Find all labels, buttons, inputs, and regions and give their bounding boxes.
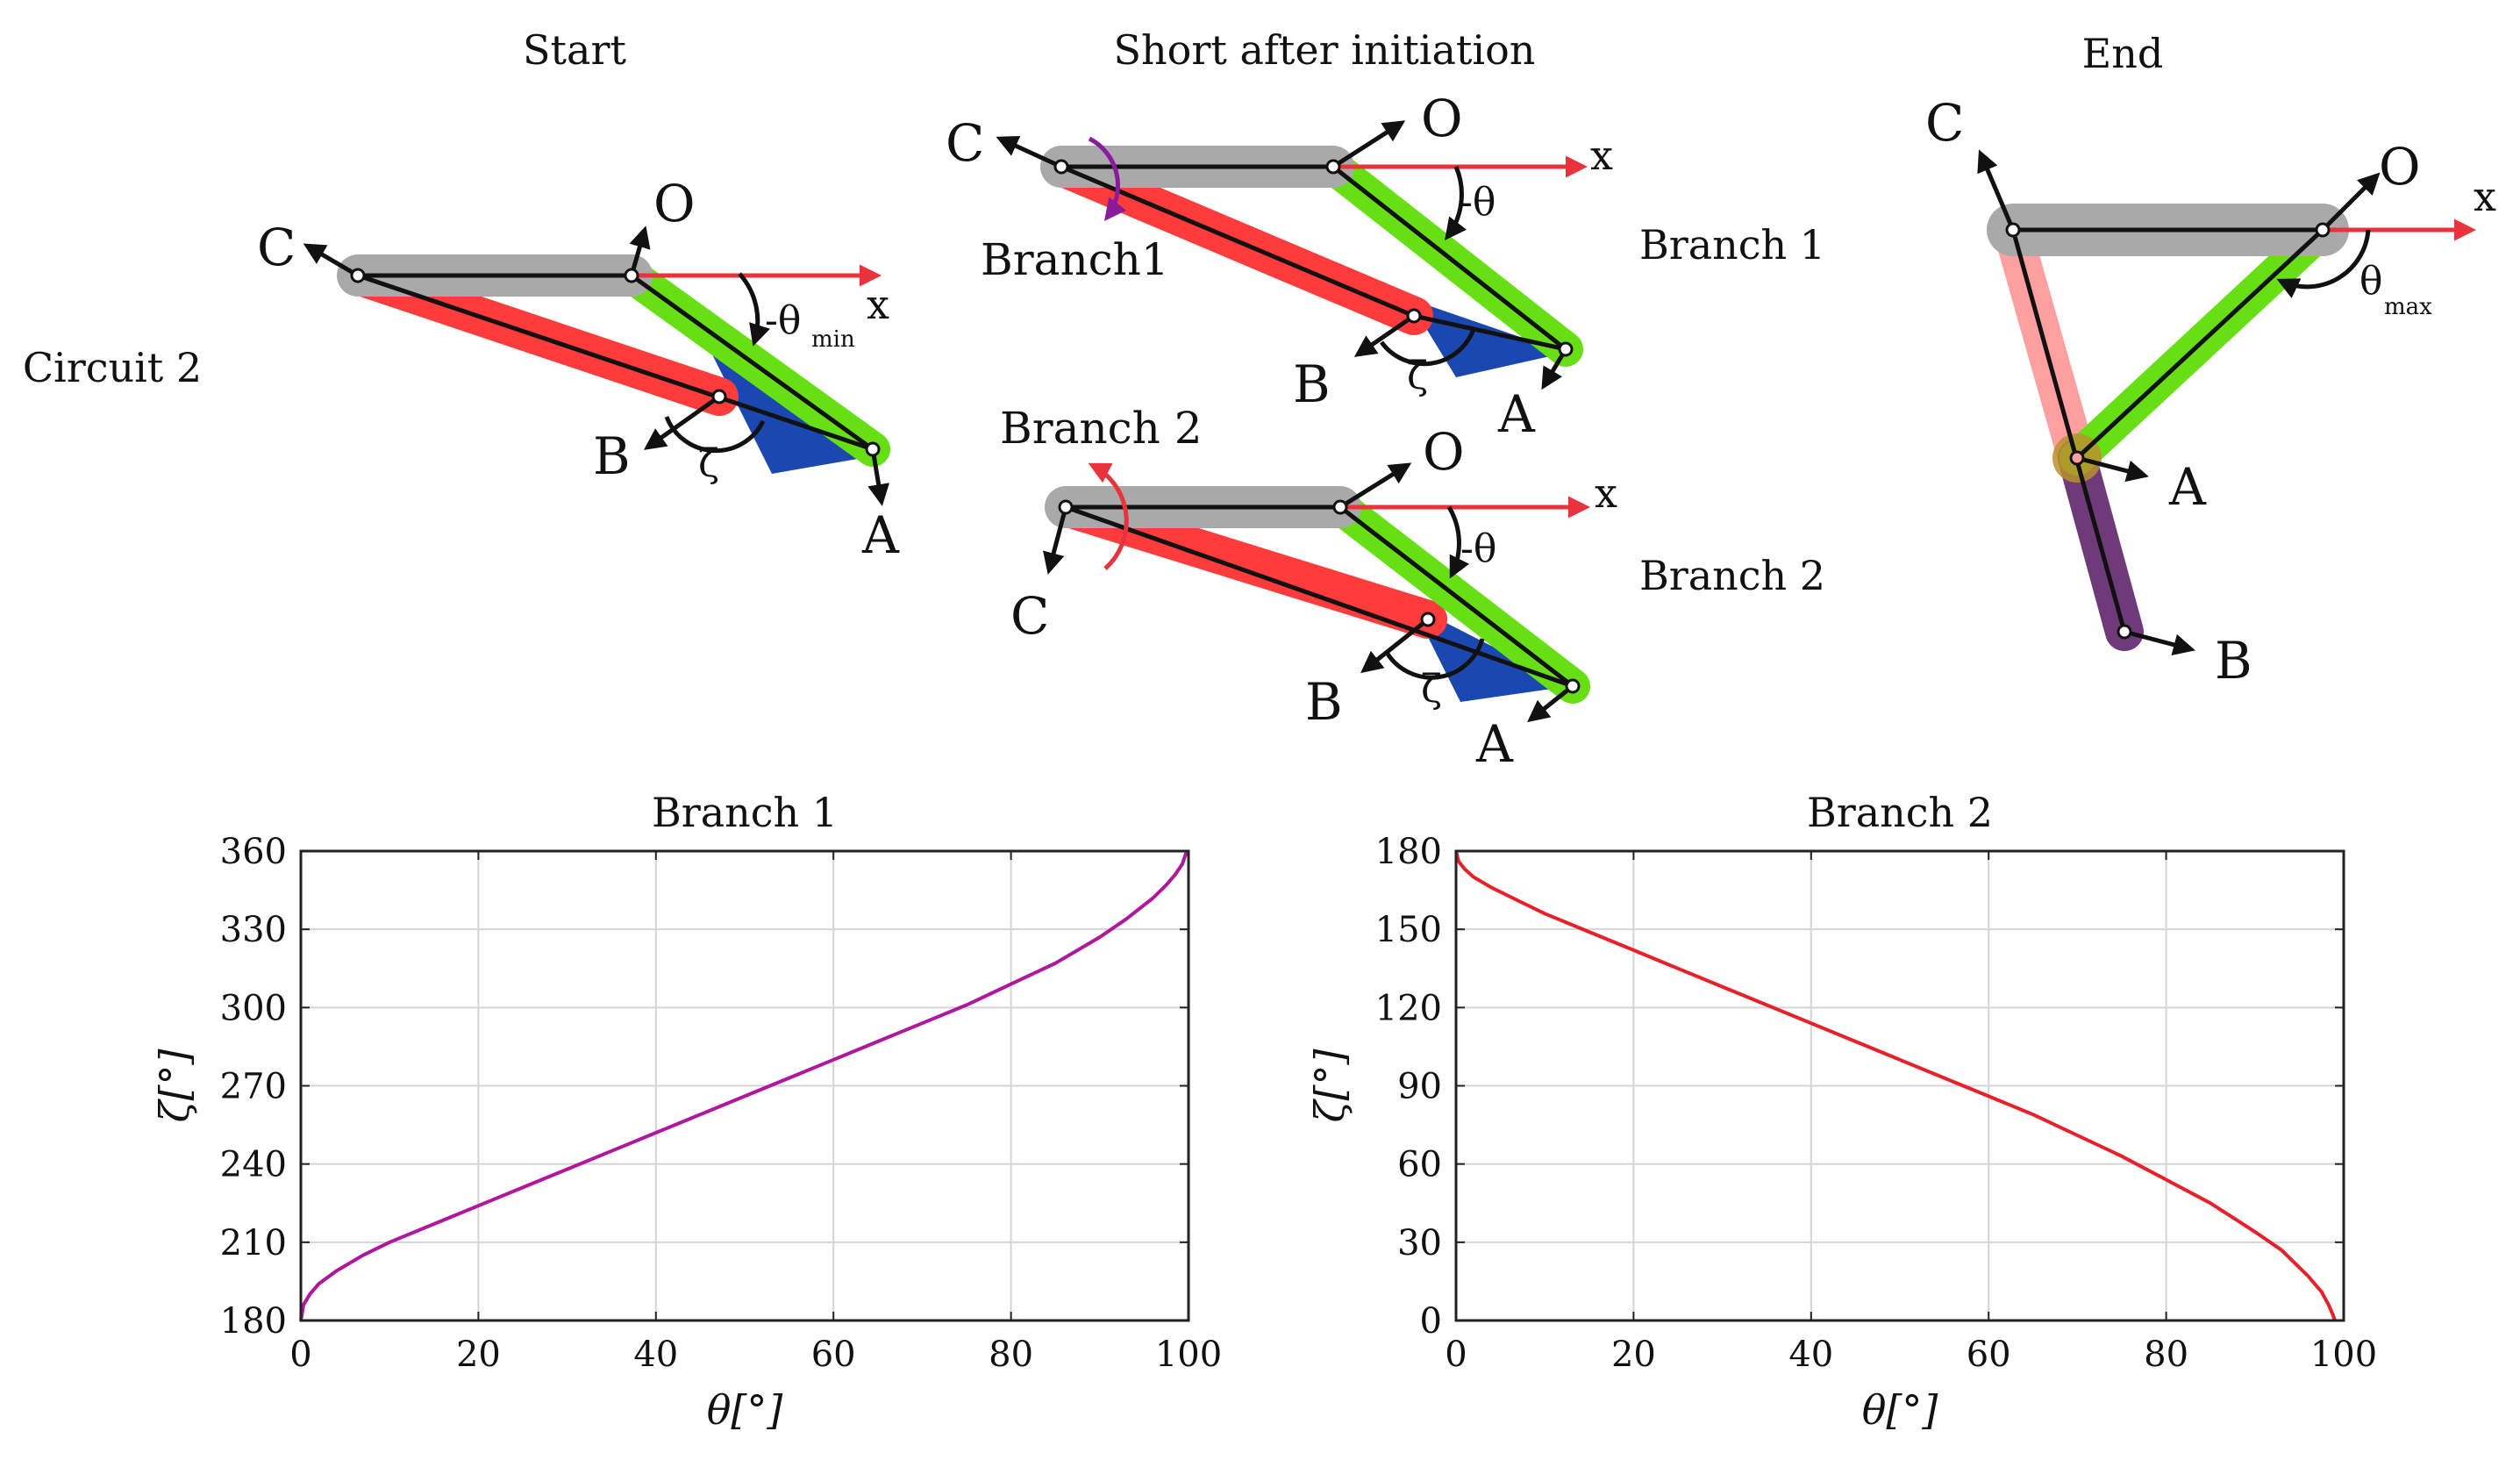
x-tick-label: 40 (633, 1335, 678, 1375)
x-tick-label: 60 (1967, 1335, 2011, 1375)
y-tick-label: 270 (220, 1067, 287, 1107)
arrow-o (629, 225, 651, 276)
x-tick-label: 0 (289, 1335, 311, 1375)
point-a-label: A (1475, 714, 1514, 774)
x-axis-label: x (1590, 132, 1613, 179)
y-tick-label: 90 (1397, 1067, 1442, 1107)
mechanism-end: C O A B x θ max (1925, 93, 2496, 691)
x-tick-label: 60 (811, 1335, 856, 1375)
y-tick-label: 360 (220, 832, 287, 872)
y-tick-label: 30 (1397, 1223, 1442, 1263)
point-o-label: O (653, 174, 696, 233)
chart-branch-1: 0 20 40 60 80 100 180 210 240 270 300 330 360 Branch … (151, 789, 1222, 1434)
arrow-c (303, 243, 360, 278)
x-tick-label: 20 (456, 1335, 501, 1375)
x-axis-label: x (867, 281, 889, 328)
zeta-label: ζ (698, 441, 719, 486)
mechanism-branch1: C O B A x Branch1 -θ ζ (946, 89, 1613, 444)
y-tick-label: 180 (1375, 832, 1442, 872)
y-tick-label: 210 (220, 1223, 287, 1263)
point-b-label: B (2215, 631, 2252, 691)
theta-arc (738, 272, 770, 347)
neg-theta-label: -θ (1460, 526, 1496, 571)
x-tick-label: 20 (1611, 1335, 1656, 1375)
zeta-label: ζ (1421, 667, 1442, 712)
theta-label: θ (2359, 259, 2383, 304)
x-tick-label: 100 (2310, 1335, 2377, 1375)
x-tick-label: 80 (989, 1335, 1033, 1375)
y-tick-label: 120 (1375, 988, 1442, 1028)
x-axis-label: x (2474, 173, 2496, 220)
theta-max-subscript: max (2384, 294, 2432, 320)
zeta-arc (664, 416, 766, 454)
arrow-a (867, 448, 890, 506)
zeta-label: ζ (1407, 354, 1428, 398)
label-circuit-2: Circuit 2 (23, 344, 202, 391)
point-o-label: O (1421, 89, 1463, 148)
point-c-label: C (1925, 93, 1964, 153)
chart-branch-2: 0 20 40 60 80 100 0 30 60 90 120 150 180 Branch 2 θ[°]… (1306, 789, 2377, 1434)
title-start: Start (523, 26, 626, 74)
point-o-label: O (1423, 422, 1465, 482)
y-axis-label: ζ[°] (151, 1049, 198, 1123)
chart-title: Branch 1 (652, 789, 838, 836)
chart-title: Branch 2 (1807, 789, 1993, 836)
y-tick-label: 180 (220, 1301, 287, 1342)
point-b-label: B (1293, 354, 1331, 414)
point-c-label: C (257, 218, 296, 277)
branch1-rotation-arrow (1088, 136, 1127, 221)
x-tick-label: 100 (1155, 1335, 1222, 1375)
label-branch-1: Branch 1 (1639, 221, 1825, 268)
branch1-annotation: Branch1 (981, 234, 1169, 285)
x-tick-label: 40 (1788, 1335, 1833, 1375)
series-line (1454, 850, 2337, 1321)
point-a-label: A (1497, 384, 1536, 444)
series-line (299, 849, 1190, 1321)
arrow-b (643, 394, 721, 450)
x-axis-label: θ[°] (707, 1386, 783, 1434)
x-tick-label: 80 (2144, 1335, 2188, 1375)
y-tick-label: 240 (220, 1145, 287, 1185)
neg-theta-label: -θ (1460, 180, 1496, 225)
y-tick-label: 300 (220, 988, 287, 1028)
y-tick-label: 0 (1420, 1301, 1442, 1342)
title-end: End (2082, 30, 2164, 77)
branch2-annotation: Branch 2 (1000, 403, 1203, 454)
branch2-rotation-arrow (1088, 462, 1129, 570)
point-a-label: A (2168, 457, 2207, 517)
axes-box (1454, 849, 2345, 1322)
y-tick-label: 150 (1375, 910, 1442, 950)
y-tick-label: 60 (1397, 1145, 1442, 1185)
point-b-label: B (593, 426, 631, 486)
point-a-label: A (861, 505, 900, 565)
label-branch-2: Branch 2 (1639, 552, 1825, 599)
point-c-label: C (1010, 586, 1049, 646)
point-c-label: C (946, 113, 984, 173)
theta-min-subscript: min (811, 326, 855, 353)
title-short-after-initiation: Short after initiation (1114, 26, 1536, 74)
x-axis-label: θ[°] (1862, 1386, 1938, 1434)
x-axis-label: x (1595, 469, 1617, 517)
y-tick-label: 330 (220, 910, 287, 950)
y-axis-label: ζ[°] (1306, 1049, 1353, 1123)
mechanism-branch2: C O B A x Branch 2 -θ ζ (1000, 403, 1617, 774)
point-b-label: B (1305, 672, 1343, 732)
mechanism-start: C O B A x -θ min ζ (257, 174, 900, 565)
neg-theta-label: -θ (765, 298, 801, 343)
axes-box (299, 849, 1190, 1322)
point-o-label: O (2379, 137, 2421, 197)
x-tick-label: 0 (1445, 1335, 1467, 1375)
